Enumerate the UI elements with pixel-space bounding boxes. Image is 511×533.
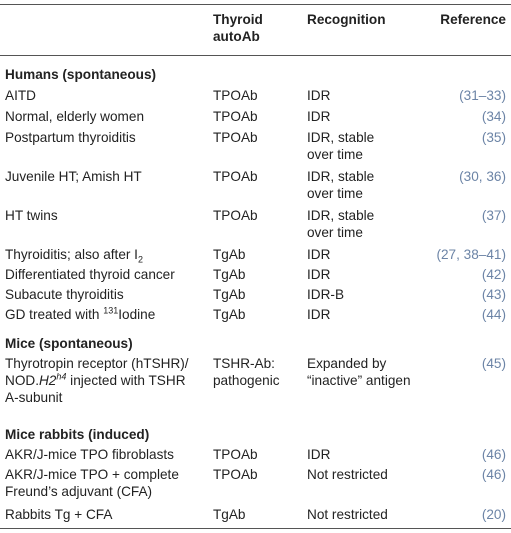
cell-recognition: IDR (307, 447, 331, 462)
table-row: Thyrotropin receptor (hTSHR)/ NOD.H2h4 i… (0, 355, 511, 407)
autoab-line2: pathogenic (213, 373, 280, 388)
recognition-line2: “inactive” antigen (307, 373, 411, 388)
condition-italic: H2 (38, 373, 57, 388)
recognition-line1: IDR, stable (307, 208, 375, 223)
cell-recognition: IDR, stable over time (307, 129, 447, 163)
cell-autoab: TgAb (213, 267, 246, 282)
superscript: h4 (56, 371, 67, 382)
condition-line2: Freund’s adjuvant (CFA) (5, 484, 153, 499)
header-col2-line2: autoAb (213, 29, 260, 44)
header-recognition: Recognition (307, 12, 386, 27)
condition-prefix: NOD. (5, 373, 39, 388)
section-title-mice-rabbits: Mice rabbits (induced) (5, 427, 150, 442)
cell-recognition: IDR (307, 88, 331, 103)
recognition-line2: over time (307, 147, 363, 162)
cell-recognition: Expanded by “inactive” antigen (307, 355, 447, 389)
cell-recognition: IDR, stable over time (307, 207, 447, 241)
cell-recognition: IDR (307, 267, 331, 282)
subscript: 2 (137, 254, 143, 265)
cell-reference: (46) (481, 467, 506, 482)
autoab-line1: TSHR-Ab: (213, 356, 275, 371)
condition-line2: NOD.H2h4 injected with TSHR (5, 372, 205, 389)
cell-reference: (20) (481, 507, 506, 522)
cell-reference: (42) (481, 267, 506, 282)
condition-line3: A-subunit (5, 390, 63, 405)
condition-line1: Thyrotropin receptor (hTSHR)/ (5, 356, 189, 371)
header-rule (0, 55, 511, 56)
cell-condition: Normal, elderly women (5, 109, 145, 124)
recognition-line1: Expanded by (307, 356, 387, 371)
cell-condition: Thyrotropin receptor (hTSHR)/ NOD.H2h4 i… (5, 355, 205, 406)
cell-recognition: IDR (307, 109, 331, 124)
cell-condition: Postpartum thyroiditis (5, 130, 136, 145)
cell-condition: AKR/J-mice TPO + complete Freund’s adjuv… (5, 466, 205, 500)
top-rule (0, 4, 511, 5)
cell-reference: (35) (481, 130, 506, 145)
cell-autoab: TgAb (213, 307, 246, 322)
condition-text-end: Iodine (118, 307, 156, 322)
cell-autoab: TSHR-Ab: pathogenic (213, 355, 313, 389)
cell-condition: Rabbits Tg + CFA (5, 507, 113, 522)
cell-autoab: TPOAb (213, 447, 258, 462)
cell-reference: (30, 36) (459, 169, 506, 184)
cell-condition: AITD (5, 88, 36, 103)
cell-reference: (43) (481, 287, 506, 302)
cell-reference: (34) (481, 109, 506, 124)
cell-reference: (46) (481, 447, 506, 462)
recognition-line1: IDR, stable (307, 130, 375, 145)
condition-line1: AKR/J-mice TPO + complete (5, 467, 179, 482)
cell-condition: GD treated with 131Iodine (5, 306, 205, 323)
superscript: 131 (103, 305, 119, 316)
header-reference: Reference (440, 12, 506, 27)
cell-condition: Subacute thyroiditis (5, 287, 124, 302)
cell-reference: (45) (481, 356, 506, 371)
cell-autoab: TPOAb (213, 130, 258, 145)
condition-text: Thyroiditis; also after I (5, 247, 138, 262)
table-row: Postpartum thyroiditis TPOAb IDR, stable… (0, 129, 511, 163)
cell-autoab: TgAb (213, 507, 246, 522)
cell-condition: AKR/J-mice TPO fibroblasts (5, 447, 174, 462)
section-title-humans: Humans (spontaneous) (5, 67, 157, 82)
cell-autoab: TgAb (213, 287, 246, 302)
section-title-mice-spontaneous: Mice (spontaneous) (5, 336, 133, 351)
table-row: AKR/J-mice TPO + complete Freund’s adjuv… (0, 466, 511, 500)
condition-suffix: injected with TSHR (66, 373, 186, 388)
cell-recognition: Not restricted (307, 467, 388, 482)
cell-autoab: TPOAb (213, 109, 258, 124)
cell-reference: (37) (481, 208, 506, 223)
cell-condition: Differentiated thyroid cancer (5, 267, 175, 282)
recognition-line1: IDR, stable (307, 169, 375, 184)
cell-autoab: TPOAb (213, 169, 258, 184)
condition-text: GD treated with (5, 307, 104, 322)
cell-condition: HT twins (5, 208, 58, 223)
cell-reference: (31–33) (459, 88, 506, 103)
cell-recognition: IDR (307, 247, 331, 262)
cell-autoab: TPOAb (213, 208, 258, 223)
cell-recognition: IDR, stable over time (307, 168, 447, 202)
table-row: Juvenile HT; Amish HT TPOAb IDR, stable … (0, 168, 511, 202)
recognition-line2: over time (307, 225, 363, 240)
cell-recognition: Not restricted (307, 507, 388, 522)
recognition-line2: over time (307, 186, 363, 201)
table-row: HT twins TPOAb IDR, stable over time (37… (0, 207, 511, 241)
cell-condition: Juvenile HT; Amish HT (5, 169, 142, 184)
cell-recognition: IDR (307, 307, 331, 322)
cell-reference: (27, 38–41) (436, 247, 506, 262)
cell-autoab: TgAb (213, 247, 246, 262)
header-thyroid-autoab: Thyroid autoAb (213, 11, 263, 45)
cell-condition: Thyroiditis; also after I2 (5, 246, 205, 265)
cell-recognition: IDR-B (307, 287, 345, 302)
cell-reference: (44) (481, 307, 506, 322)
cell-autoab: TPOAb (213, 88, 258, 103)
bottom-rule (0, 528, 511, 529)
header-col2-line1: Thyroid (213, 12, 263, 27)
cell-autoab: TPOAb (213, 467, 258, 482)
